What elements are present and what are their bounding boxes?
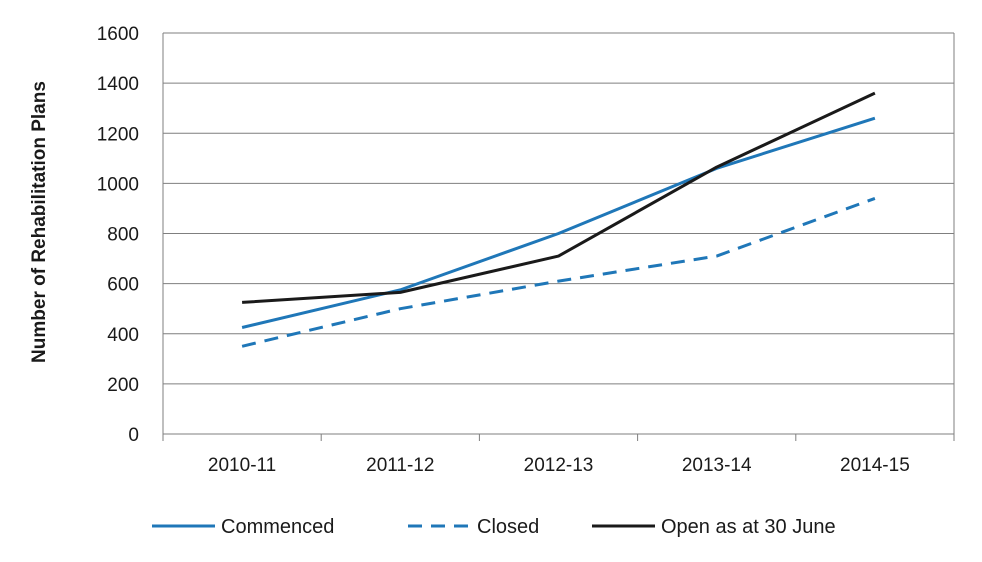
y-tick-label: 200 xyxy=(107,375,139,396)
y-axis-label: Number of Rehabilitation Plans xyxy=(29,81,50,363)
y-tick-label: 800 xyxy=(107,225,139,246)
y-tick-label: 600 xyxy=(107,275,139,296)
series-line-0 xyxy=(241,116,876,329)
y-tick-label: 1600 xyxy=(97,24,139,45)
legend-label-1: Closed xyxy=(477,516,539,538)
legend: Commenced Closed Open as at 30 June xyxy=(152,516,836,538)
y-tick-label: 0 xyxy=(128,425,139,446)
x-tick-label: 2010-11 xyxy=(208,455,276,476)
legend-label-2: Open as at 30 June xyxy=(661,516,836,538)
x-tick-label: 2013-14 xyxy=(682,455,752,476)
x-tick-label: 2012-13 xyxy=(524,455,594,476)
y-axis-ticks: 0 200 400 600 800 1000 1200 1400 1600 xyxy=(97,24,139,446)
y-tick-label: 1000 xyxy=(97,174,139,195)
y-tick-label: 400 xyxy=(107,325,139,346)
x-tick-label: 2014-15 xyxy=(840,455,910,476)
x-tick-label: 2011-12 xyxy=(366,455,434,476)
series-lines xyxy=(241,91,876,348)
series-line-2 xyxy=(242,91,876,304)
legend-label-0: Commenced xyxy=(221,516,334,538)
x-axis-ticks: 2010-11 2011-12 2012-13 2013-14 2014-15 xyxy=(162,434,955,476)
y-tick-label: 1400 xyxy=(97,74,139,95)
series-line-1 xyxy=(241,197,876,348)
y-tick-label: 1200 xyxy=(97,124,139,145)
